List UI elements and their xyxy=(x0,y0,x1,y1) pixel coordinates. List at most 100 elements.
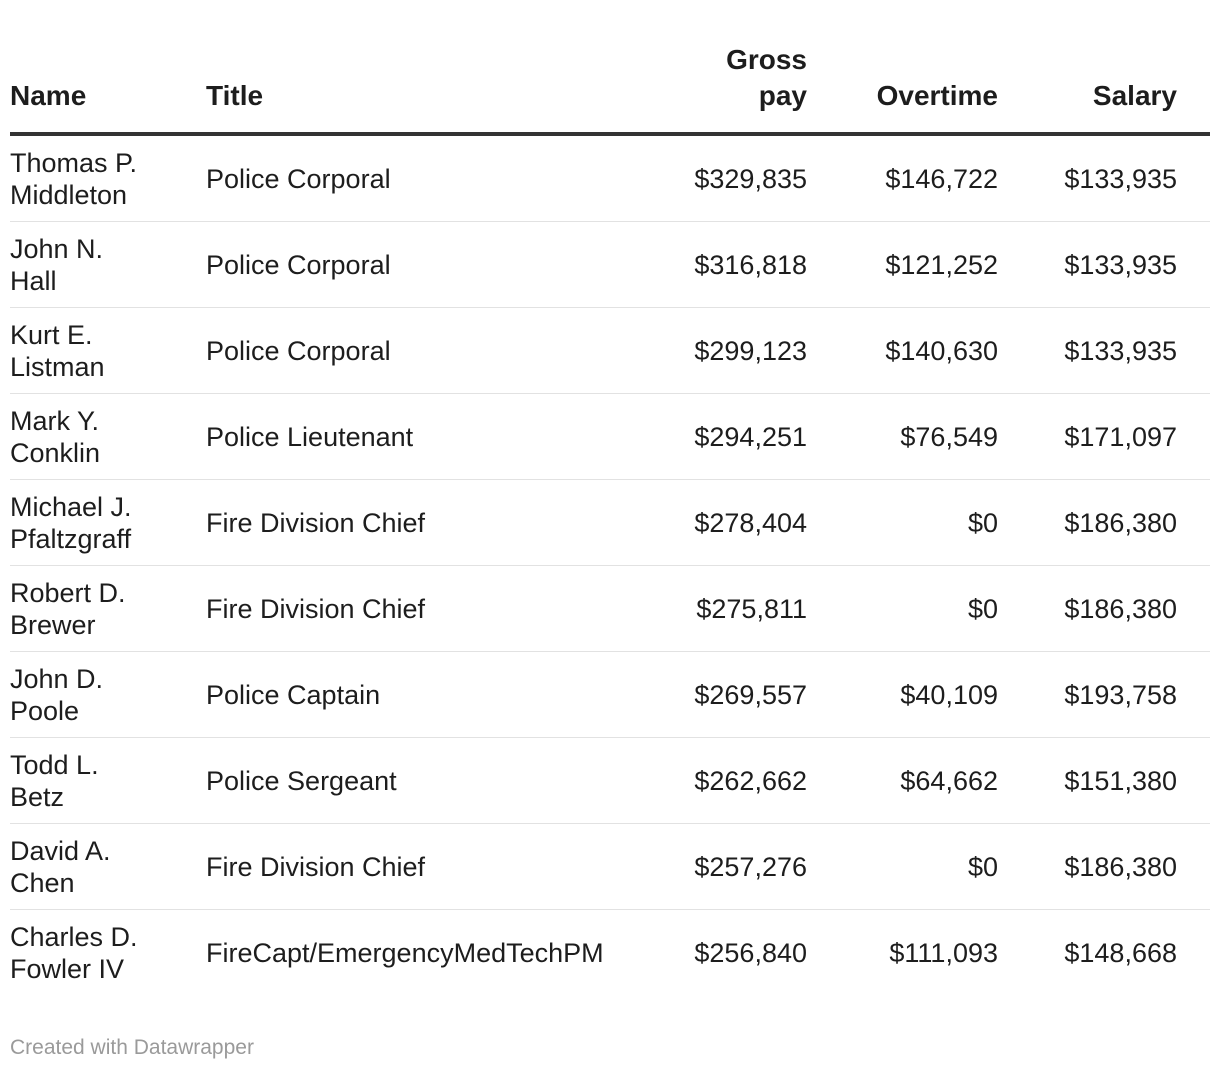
cell-name-line: David A. xyxy=(10,835,111,866)
column-header-salary: Salary xyxy=(998,42,1177,136)
cell-name-line: Hall xyxy=(10,265,57,296)
cell-name: Charles D. Fowler IV xyxy=(10,910,206,996)
cell-name-line: Todd L. xyxy=(10,749,99,780)
cell-spacer xyxy=(1177,393,1210,480)
cell-spacer xyxy=(1177,565,1210,652)
cell-name: David A. Chen xyxy=(10,823,206,910)
cell-overtime: $146,722 xyxy=(807,134,998,222)
column-header-gross-pay: Gross pay xyxy=(626,42,807,136)
cell-name-line: Listman xyxy=(10,351,105,382)
column-header-title: Title xyxy=(206,42,626,136)
cell-title: Police Lieutenant xyxy=(206,393,626,480)
cell-name-line: John D. xyxy=(10,663,104,694)
cell-spacer xyxy=(1177,823,1210,910)
cell-salary: $186,380 xyxy=(998,565,1177,652)
table-row: Michael J. Pfaltzgraff Fire Division Chief… xyxy=(10,479,1210,566)
cell-name-line: Michael J. xyxy=(10,491,132,522)
table-row: Mark Y. Conklin Police Lieutenant $294,251 $… xyxy=(10,393,1210,480)
cell-gross-pay: $269,557 xyxy=(626,651,807,738)
cell-salary: $133,935 xyxy=(998,221,1177,308)
cell-spacer xyxy=(1177,307,1210,394)
cell-title: Fire Division Chief xyxy=(206,565,626,652)
cell-salary: $193,758 xyxy=(998,651,1177,738)
table-row: Kurt E. Listman Police Corporal $299,123 $14… xyxy=(10,307,1210,394)
cell-title: Police Sergeant xyxy=(206,737,626,824)
cell-salary: $186,380 xyxy=(998,823,1177,910)
table-row: David A. Chen Fire Division Chief $257,276 $… xyxy=(10,823,1210,910)
cell-title: FireCapt/EmergencyMedTechPM xyxy=(206,937,604,968)
cell-title: Fire Division Chief xyxy=(206,823,626,910)
pay-table-container: Name Title Gross pay Overtime Salary Tho… xyxy=(10,42,1210,995)
cell-name-line: John N. xyxy=(10,233,104,264)
cell-overtime: $0 xyxy=(807,479,998,566)
pay-table: Name Title Gross pay Overtime Salary Tho… xyxy=(10,42,1210,995)
cell-name-line: Mark Y. xyxy=(10,405,100,436)
cell-title: Police Corporal xyxy=(206,307,626,394)
cell-gross-pay: $316,818 xyxy=(626,221,807,308)
column-header-title-label: Title xyxy=(206,80,264,111)
cell-overtime: $140,630 xyxy=(807,307,998,394)
table-row: Thomas P. Middleton Police Corporal $329,83… xyxy=(10,134,1210,222)
cell-name: Todd L. Betz xyxy=(10,737,206,824)
table-body: Thomas P. Middleton Police Corporal $329,83… xyxy=(10,134,1210,995)
cell-name: Robert D. Brewer xyxy=(10,565,206,652)
cell-overtime: $76,549 xyxy=(807,393,998,480)
cell-overtime: $40,109 xyxy=(807,651,998,738)
cell-spacer xyxy=(1177,910,1210,996)
cell-name-line: Poole xyxy=(10,695,80,726)
table-row: Robert D. Brewer Fire Division Chief $275,8… xyxy=(10,565,1210,652)
cell-name: Thomas P. Middleton xyxy=(10,134,206,222)
cell-overtime: $111,093 xyxy=(889,937,998,968)
column-header-salary-label: Salary xyxy=(1092,80,1177,111)
cell-name-line: Fowler IV xyxy=(10,953,125,984)
cell-salary: $133,935 xyxy=(998,134,1177,222)
cell-name: John N. Hall xyxy=(10,221,206,308)
cell-name-line: Thomas P. xyxy=(10,147,138,178)
cell-salary: $171,097 xyxy=(998,393,1177,480)
datawrapper-credit: Created with Datawrapper xyxy=(10,1036,254,1059)
cell-salary: $148,668 xyxy=(1064,937,1177,968)
column-header-name: Name xyxy=(10,42,206,136)
cell-name-line: Kurt E. xyxy=(10,319,93,350)
cell-gross-pay: $299,123 xyxy=(626,307,807,394)
cell-name: John D. Poole xyxy=(10,651,206,738)
table-row: John D. Poole Police Captain $269,557 $40,10… xyxy=(10,651,1210,738)
column-header-gross-pay-line-2: pay xyxy=(758,80,807,111)
cell-name-line: Pfaltzgraff xyxy=(10,523,132,554)
cell-spacer xyxy=(1177,651,1210,738)
column-header-spacer xyxy=(1177,42,1210,136)
cell-name: Michael J. Pfaltzgraff xyxy=(10,479,206,566)
column-header-overtime-label: Overtime xyxy=(876,80,998,111)
cell-name-line: Robert D. xyxy=(10,577,126,608)
cell-title: Police Corporal xyxy=(206,221,626,308)
cell-spacer xyxy=(1177,221,1210,308)
cell-spacer xyxy=(1177,134,1210,222)
cell-name-line: Charles D. xyxy=(10,921,138,952)
column-header-overtime: Overtime xyxy=(807,42,998,136)
table-header-row: Name Title Gross pay Overtime Salary xyxy=(10,42,1210,136)
cell-gross-pay: $256,840 xyxy=(694,937,807,968)
cell-name-line: Brewer xyxy=(10,609,96,640)
cell-salary: $133,935 xyxy=(998,307,1177,394)
table-row: Charles D. Fowler IV FireCapt/EmergencyMed… xyxy=(10,910,1210,996)
cell-overtime: $0 xyxy=(807,823,998,910)
cell-name: Kurt E. Listman xyxy=(10,307,206,394)
cell-title: Fire Division Chief xyxy=(206,479,626,566)
cell-name-line: Betz xyxy=(10,781,65,812)
cell-name: Mark Y. Conklin xyxy=(10,393,206,480)
cell-name-line: Conklin xyxy=(10,437,101,468)
table-row: John N. Hall Police Corporal $316,818 $121,2… xyxy=(10,221,1210,308)
cell-gross-pay: $257,276 xyxy=(626,823,807,910)
cell-gross-pay: $262,662 xyxy=(626,737,807,824)
cell-overtime: $64,662 xyxy=(807,737,998,824)
cell-gross-pay: $329,835 xyxy=(626,134,807,222)
cell-title: Police Captain xyxy=(206,651,626,738)
cell-gross-pay: $275,811 xyxy=(626,565,807,652)
cell-name-line: Chen xyxy=(10,867,75,898)
cell-gross-pay: $278,404 xyxy=(626,479,807,566)
cell-title: Police Corporal xyxy=(206,134,626,222)
column-header-gross-pay-line-1: Gross xyxy=(726,44,807,75)
cell-overtime: $121,252 xyxy=(807,221,998,308)
cell-spacer xyxy=(1177,737,1210,824)
cell-gross-pay: $294,251 xyxy=(626,393,807,480)
